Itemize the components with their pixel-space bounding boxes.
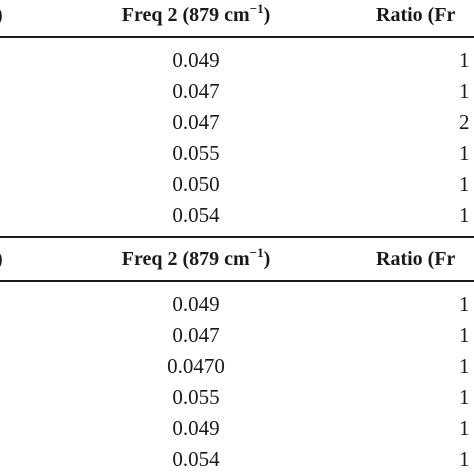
freq2-value: 0.054	[172, 203, 220, 227]
table-divider-rule	[0, 236, 474, 238]
ratio-value-fragment: 1	[459, 447, 470, 471]
column-header-freq2-exponent: −1	[249, 1, 264, 16]
freq2-value: 0.049	[172, 48, 220, 72]
freq2-value: 0.047	[172, 79, 220, 103]
freq2-value: 0.047	[172, 110, 220, 134]
ratio-value-fragment: 1	[459, 172, 470, 196]
freq2-value: 0.049	[172, 292, 220, 316]
freq2-value: 0.050	[172, 172, 220, 196]
ratio-value-fragment: 1	[459, 323, 470, 347]
freq2-value: 0.054	[172, 447, 220, 471]
column-header-freq1-fragment: 0)	[0, 5, 3, 25]
column-header-freq2-close: )	[263, 4, 271, 26]
freq2-value: 0.0470	[167, 354, 225, 378]
column-header-ratio: Ratio (Fr	[376, 248, 456, 270]
ratio-value-fragment: 1	[459, 79, 470, 103]
ratio-value-fragment: 1	[459, 48, 470, 72]
header-rule	[0, 280, 474, 282]
column-header-freq2-text: Freq 2 (879 cm	[121, 248, 250, 270]
column-header-freq2: Freq 2 (879 cm−1)	[86, 246, 306, 270]
header-rule	[0, 36, 474, 38]
ratio-value-fragment: 1	[459, 292, 470, 316]
freq2-value: 0.055	[172, 385, 220, 409]
column-header-freq1-fragment: 0)	[0, 249, 3, 269]
column-header-freq2-close: )	[263, 248, 271, 270]
freq2-value: 0.047	[172, 323, 220, 347]
column-header-freq2-exponent: −1	[249, 245, 264, 260]
column-header-freq2-text: Freq 2 (879 cm	[121, 4, 250, 26]
freq2-value: 0.055	[172, 141, 220, 165]
ratio-value-fragment: 1	[459, 203, 470, 227]
ratio-value-fragment: 1	[459, 416, 470, 440]
freq2-value: 0.049	[172, 416, 220, 440]
column-header-ratio: Ratio (Fr	[376, 4, 456, 26]
column-header-freq2: Freq 2 (879 cm−1)	[86, 2, 306, 26]
ratio-value-fragment: 1	[459, 385, 470, 409]
ratio-value-fragment: 1	[459, 354, 470, 378]
ratio-value-fragment: 2	[459, 110, 470, 134]
ratio-value-fragment: 1	[459, 141, 470, 165]
